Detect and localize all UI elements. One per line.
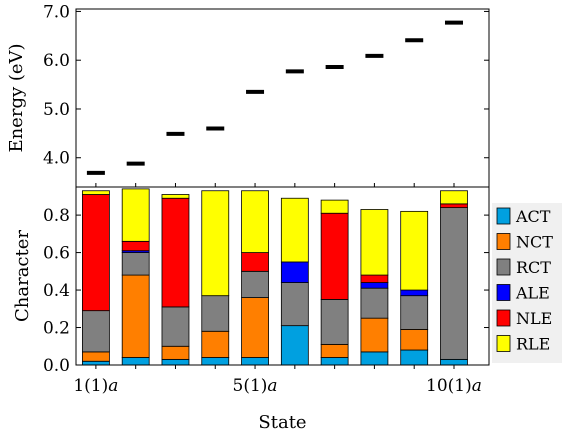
bar-segment-rct — [280, 282, 309, 327]
legend-label-rct: RCT — [516, 258, 551, 277]
legend-label-act: ACT — [515, 207, 551, 226]
bar-segment-nle — [440, 203, 468, 209]
character-ytick-label: 0.6 — [43, 244, 70, 264]
bar-segment-rle — [241, 190, 269, 253]
legend-swatch-act — [496, 207, 511, 225]
bar-segment-rct — [400, 295, 429, 330]
bar-segment-rct — [440, 207, 468, 360]
bar-segment-rct — [81, 310, 110, 353]
bar-segment-act — [241, 357, 269, 366]
bar-segment-act — [360, 351, 389, 366]
state-xlabel: State — [258, 412, 306, 433]
bar-segment-act — [440, 358, 468, 366]
bar-segment-nct — [320, 343, 349, 358]
bar-segment-act — [400, 349, 429, 366]
bar-segment-rct — [161, 306, 190, 347]
bar-segment-nle — [121, 240, 150, 252]
legend-swatch-rle — [496, 335, 511, 352]
energy-ytick-label: 5.0 — [43, 100, 70, 120]
bar-segment-nct — [400, 328, 429, 351]
energy-panel: 4.0 5.0 6.0 7.0 Energy (eV) — [6, 2, 490, 188]
bar-segment-rle — [280, 197, 309, 263]
legend: ACT NCT RCT ALE NLE RLE — [492, 203, 562, 363]
legend-swatch-rct — [496, 258, 511, 276]
bar-segment-rle — [81, 190, 110, 195]
legend-label-rle: RLE — [516, 335, 550, 354]
character-panel: 0.0 0.2 0.4 0.6 0.8 1(1)a 5(1)a 10(1)a Character… — [12, 186, 490, 433]
bar-segment-rle — [440, 190, 468, 205]
energy-plot-frame — [75, 8, 490, 188]
character-plot-frame — [75, 186, 490, 366]
bar-segment-rct — [320, 299, 349, 345]
character-ytick-label: 0.0 — [43, 356, 70, 376]
bar-segment-nle — [360, 274, 389, 283]
bar-segment-nct — [81, 351, 110, 362]
character-ylabel: Character — [12, 230, 33, 322]
bar-segment-rct — [241, 270, 269, 298]
state-xtick-label: 5(1)a — [233, 376, 278, 396]
legend-swatch-nct — [496, 233, 511, 250]
character-ytick-label: 0.4 — [43, 281, 70, 301]
bar-segment-nle — [320, 212, 349, 300]
energy-ylabel: Energy (eV) — [6, 43, 27, 152]
bar-segment-rct — [201, 295, 230, 332]
bar-segment-nle — [241, 252, 269, 272]
bar-segment-rct — [360, 287, 389, 319]
bar-segment-act — [280, 325, 309, 366]
bar-segment-rle — [161, 194, 190, 199]
bar-segment-nle — [81, 194, 110, 312]
bar-segment-act — [81, 360, 110, 366]
bar-segment-nle — [161, 197, 190, 308]
bar-segment-act — [320, 357, 349, 366]
bar-segment-nct — [121, 274, 150, 358]
bar-segment-rle — [121, 188, 150, 242]
energy-ytick-label: 7.0 — [43, 2, 70, 22]
bar-segment-rle — [360, 209, 389, 276]
legend-label-nle: NLE — [516, 309, 552, 328]
bar-segment-ale — [360, 282, 389, 289]
character-ytick-label: 0.8 — [43, 206, 70, 226]
bar-segment-rle — [320, 199, 349, 214]
bar-segment-act — [201, 357, 230, 366]
state-xtick-label: 1(1)a — [73, 376, 118, 396]
bar-segment-nct — [360, 317, 389, 353]
bar-segment-ale — [280, 261, 309, 283]
bar-segment-rle — [201, 190, 230, 297]
legend-label-ale: ALE — [515, 284, 550, 303]
legend-label-nct: NCT — [516, 233, 553, 252]
bar-segment-act — [161, 358, 190, 366]
bar-segment-nct — [201, 330, 230, 358]
bar-segment-rct — [121, 252, 150, 276]
bar-segment-rle — [400, 210, 429, 291]
bar-segment-nct — [241, 297, 269, 358]
energy-ytick-label: 4.0 — [43, 149, 70, 169]
character-ytick-label: 0.2 — [43, 319, 70, 339]
legend-swatch-nle — [496, 309, 511, 327]
bar-segment-ale — [400, 289, 429, 297]
state-xtick-label: 10(1)a — [426, 376, 482, 396]
bar-segment-nct — [161, 345, 190, 360]
legend-swatch-ale — [496, 284, 511, 301]
bar-segment-act — [121, 357, 150, 366]
energy-ytick-label: 6.0 — [43, 51, 70, 71]
